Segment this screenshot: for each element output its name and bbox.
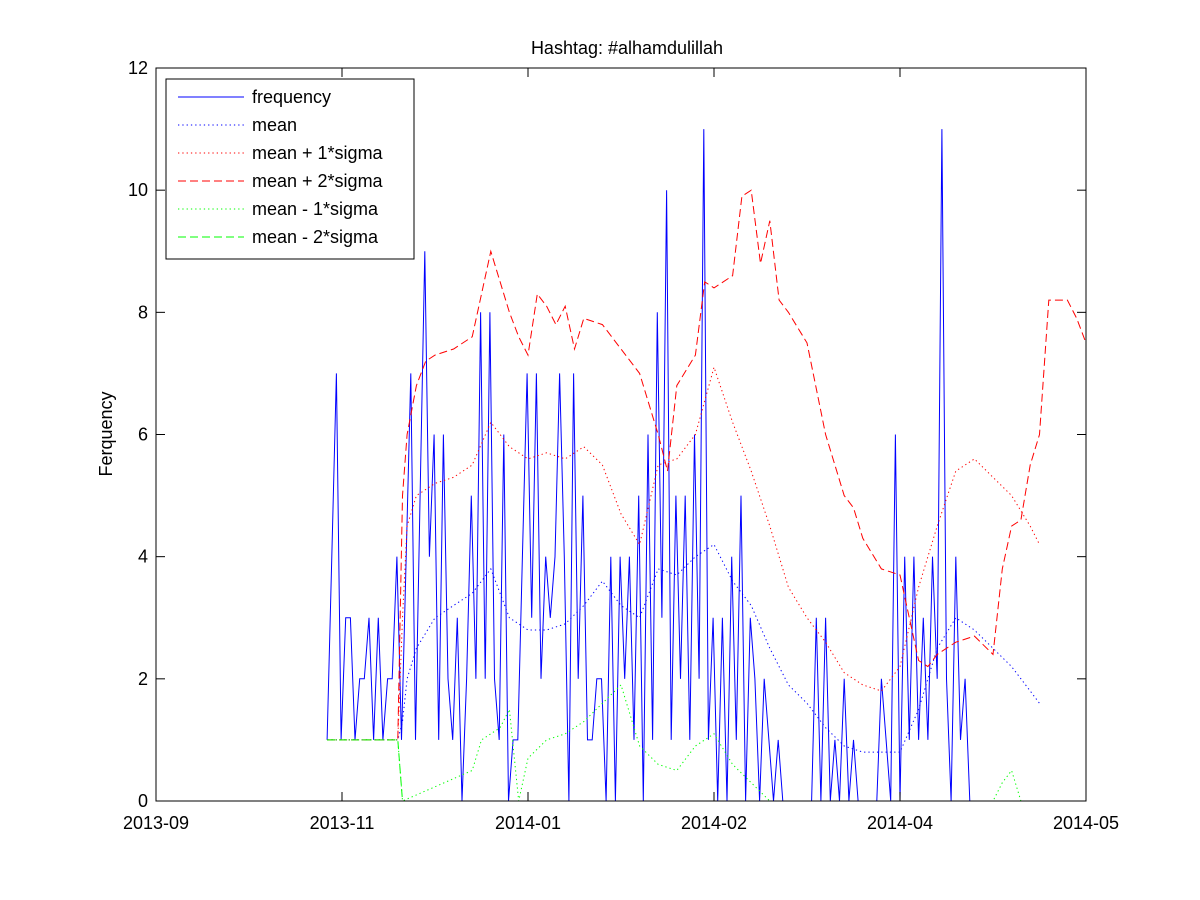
series-line-mean: [327, 543, 1040, 753]
x-tick-label: 2013-09: [123, 813, 189, 833]
plot-area: 0 2 4 6 8 10 12 2013-09 2013-11 2014-01 2014-02 201…: [123, 58, 1119, 833]
series-line-frequency: [326, 129, 971, 801]
chart-title: Hashtag: #alhamdulillah: [531, 38, 723, 58]
y-tick-label: 8: [138, 302, 148, 322]
legend-box: [165, 78, 415, 260]
series-line-mean-1-sigma: [327, 365, 1040, 741]
x-tick-label: 2014-05: [1053, 813, 1119, 833]
y-tick-label: 4: [138, 547, 148, 567]
y-tick-label: 0: [138, 791, 148, 811]
series-line-mean-2-sigma: [327, 189, 1086, 741]
x-tick-label: 2014-01: [495, 813, 561, 833]
x-tick-label: 2014-04: [867, 813, 933, 833]
y-tick-label: 2: [138, 669, 148, 689]
y-tick-label: 6: [138, 425, 148, 445]
legend: frequency mean mean + 1*sigma mean + 2*sigm…: [165, 78, 415, 260]
series-line-mean-1-sigma: [327, 683, 1022, 801]
series-line-mean-2-sigma: [327, 739, 403, 801]
x-tick-label: 2014-02: [681, 813, 747, 833]
x-tick-label: 2013-11: [310, 813, 375, 833]
legend-label: frequency: [252, 87, 331, 107]
legend-label: mean - 2*sigma: [252, 227, 379, 247]
legend-label: mean: [252, 115, 297, 135]
y-axis-label: Ferquency: [96, 391, 116, 476]
y-tick-label: 10: [128, 180, 148, 200]
legend-label: mean + 1*sigma: [252, 143, 384, 163]
legend-label: mean - 1*sigma: [252, 199, 379, 219]
y-tick-label: 12: [128, 58, 148, 78]
legend-label: mean + 2*sigma: [252, 171, 384, 191]
series-group: [326, 129, 1086, 801]
